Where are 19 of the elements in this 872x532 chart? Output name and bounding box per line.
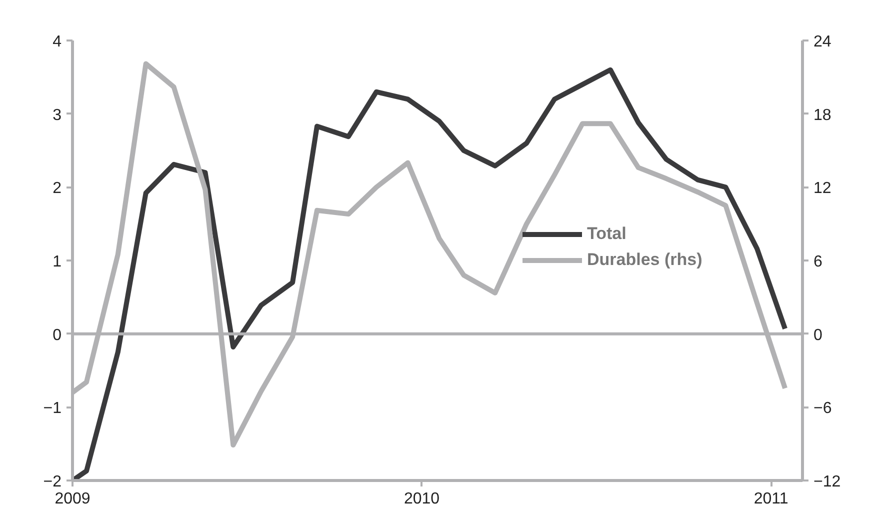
x-tick-label: 2011 xyxy=(754,490,788,508)
y-tick-label: 2 xyxy=(52,180,62,198)
y-tick-label: 3 xyxy=(52,106,62,124)
y-tick-label: 0 xyxy=(52,326,62,344)
y2-tick-label: 6 xyxy=(814,254,822,270)
legend-label: Total xyxy=(587,224,626,244)
y2-tick-label: 12 xyxy=(814,180,832,198)
y-tick-label: −2 xyxy=(43,474,62,490)
y2-tick-label: 0 xyxy=(814,326,822,344)
y2-tick-label: 24 xyxy=(814,34,832,50)
y2-tick-label: −12 xyxy=(814,474,841,490)
y-tick-label: 1 xyxy=(52,254,62,270)
y2-tick-label: −6 xyxy=(814,400,832,418)
x-tick-label: 2010 xyxy=(404,490,440,508)
x-tick-label: 2009 xyxy=(54,490,90,508)
y-tick-label: 4 xyxy=(52,34,62,50)
legend-label: Durables (rhs) xyxy=(587,250,702,270)
y-tick-label: −1 xyxy=(43,400,62,418)
y2-tick-label: 18 xyxy=(814,106,832,124)
